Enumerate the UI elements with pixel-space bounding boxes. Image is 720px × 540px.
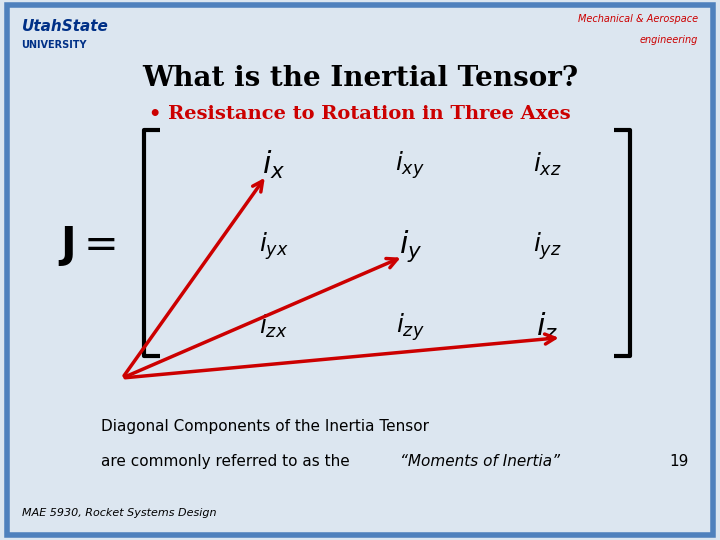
- Text: $i_y$: $i_y$: [399, 228, 422, 264]
- Text: $i_x$: $i_x$: [262, 148, 285, 181]
- Text: $i_{zy}$: $i_{zy}$: [396, 311, 425, 342]
- Text: $i_{zx}$: $i_{zx}$: [259, 313, 288, 340]
- Text: $i_{yx}$: $i_{yx}$: [258, 230, 289, 261]
- Text: UNIVERSITY: UNIVERSITY: [22, 40, 87, 51]
- Text: What is the Inertial Tensor?: What is the Inertial Tensor?: [142, 65, 578, 92]
- Text: $i_{xy}$: $i_{xy}$: [395, 149, 426, 180]
- Text: 19: 19: [670, 454, 689, 469]
- Text: $i_z$: $i_z$: [536, 310, 558, 343]
- Text: $\mathbf{J}=$: $\mathbf{J}=$: [58, 224, 116, 268]
- Text: MAE 5930, Rocket Systems Design: MAE 5930, Rocket Systems Design: [22, 508, 216, 518]
- Text: engineering: engineering: [640, 35, 698, 45]
- Text: $i_{xz}$: $i_{xz}$: [533, 151, 562, 178]
- Text: are commonly referred to as the: are commonly referred to as the: [101, 454, 359, 469]
- Text: UtahState: UtahState: [22, 19, 109, 34]
- Text: Diagonal Components of the Inertia Tensor: Diagonal Components of the Inertia Tenso…: [101, 418, 429, 434]
- Text: $i_{yz}$: $i_{yz}$: [533, 230, 562, 261]
- Text: Mechanical & Aerospace: Mechanical & Aerospace: [578, 14, 698, 24]
- Text: • Resistance to Rotation in Three Axes: • Resistance to Rotation in Three Axes: [149, 105, 571, 123]
- Text: “Moments of Inertia”: “Moments of Inertia”: [400, 454, 559, 469]
